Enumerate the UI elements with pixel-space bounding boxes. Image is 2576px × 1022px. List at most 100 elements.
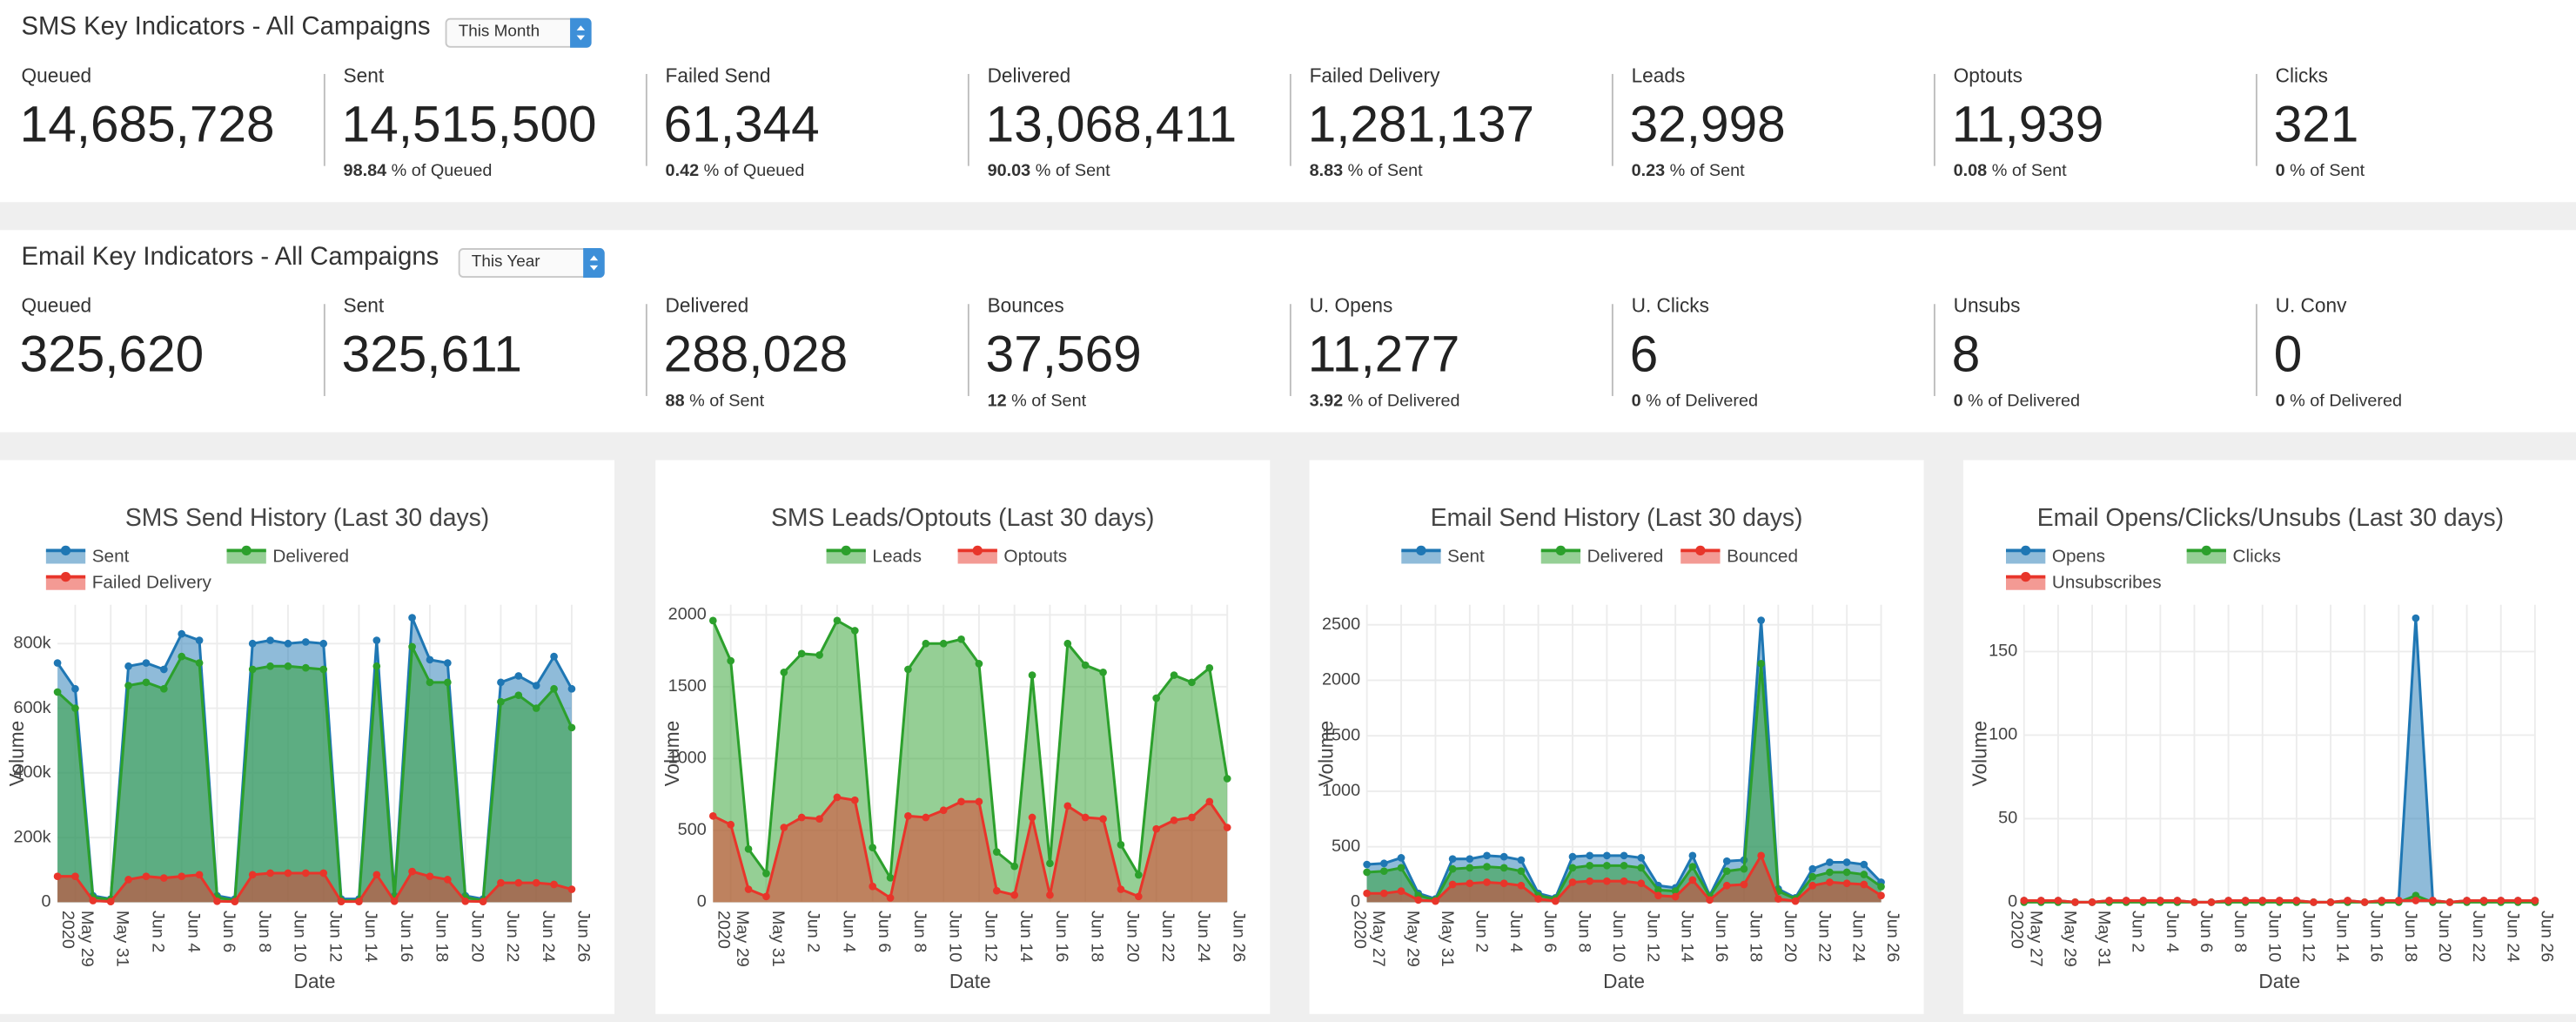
x-tick-label: Jun 6 (2197, 911, 2216, 952)
x-axis-title: Date (2258, 970, 2300, 992)
data-point (497, 697, 505, 706)
x-tick-text: Jun 4 (1506, 911, 1526, 952)
data-point (1740, 880, 1748, 889)
data-point (248, 871, 257, 879)
x-tick-label: Jun 2 (149, 911, 168, 952)
kpi-value: 61,344 (663, 95, 820, 153)
legend-marker (60, 545, 71, 556)
data-point (372, 662, 381, 670)
data-point (1637, 854, 1646, 862)
kpi-value: 11,939 (1951, 95, 2104, 153)
x-tick-text: Jun 18 (2401, 911, 2420, 963)
x-tick-text: Jun 12 (1643, 911, 1662, 963)
data-point (372, 871, 381, 879)
data-point (2156, 897, 2164, 904)
data-point (833, 793, 842, 802)
x-tick-text: Jun 2 (804, 911, 823, 952)
y-tick-label: 50 (1998, 809, 2017, 828)
data-point (1808, 881, 1817, 890)
kpi-rate-value: 0.08 (1953, 161, 1988, 181)
x-tick-label: Jun 6 (219, 911, 238, 952)
data-point (886, 894, 895, 902)
data-point (2258, 897, 2267, 904)
kpi-rate: 0.23 % of Sent (1632, 159, 1745, 182)
data-point (1483, 863, 1491, 871)
kpi-separator (323, 304, 325, 396)
data-point (1637, 879, 1646, 888)
kpi-separator (1289, 304, 1291, 396)
kpi-value: 0 (2273, 325, 2303, 383)
x-tick-label: Jun 16 (2367, 911, 2386, 963)
x-tick-text: Jun 16 (397, 911, 416, 963)
x-tick-label: May 31 (1438, 911, 1457, 967)
x-tick-label: May 31 (768, 911, 788, 967)
x-tick-label: Jun 8 (1575, 911, 1594, 952)
data-point (1722, 881, 1731, 890)
kpi-label: Leads (1631, 64, 1686, 88)
data-point (762, 870, 770, 877)
select-stepper (570, 17, 592, 48)
kpi-rate: 0 % of Delivered (1954, 389, 2080, 412)
kpi-rate: 0 % of Delivered (2276, 389, 2402, 412)
x-tick-label: Jun 6 (875, 911, 894, 952)
period-select[interactable]: This Year (458, 248, 605, 279)
kpi-value: 8 (1951, 325, 1981, 383)
y-tick-label: 0 (41, 892, 50, 911)
kpi-rate: 98.84 % of Queued (344, 159, 493, 182)
x-tick-label: Jun 22 (503, 911, 522, 963)
x-tick-text: Jun 18 (1088, 911, 1107, 963)
data-point (1397, 854, 1405, 862)
kpi-rate-basis: % of Delivered (1968, 391, 2081, 411)
kpi-label: Failed Delivery (1309, 64, 1440, 88)
x-tick-year: 2020 (714, 911, 733, 949)
x-tick-text: May 29 (1404, 911, 1423, 967)
x-tick-label: Jun 4 (1506, 911, 1526, 952)
legend-swatch (226, 550, 266, 564)
data-point (1152, 824, 1161, 833)
kpi-label: Clicks (2275, 64, 2329, 88)
x-tick-text: Jun 2 (2129, 911, 2148, 952)
data-point (550, 880, 558, 889)
data-point (2020, 897, 2029, 904)
kpi-rate: 0.08 % of Sent (1954, 159, 2067, 182)
x-tick-text: May 31 (113, 911, 132, 967)
data-point (1432, 897, 1439, 905)
data-point (1028, 813, 1036, 822)
legend-marker (1416, 545, 1426, 556)
period-label: This Year (471, 252, 540, 272)
kpi-label: Delivered (987, 64, 1071, 88)
x-tick-label: Jun 10 (2264, 911, 2284, 963)
x-tick-label: Jun 8 (910, 911, 929, 952)
x-tick-text: Jun 24 (1194, 911, 1213, 963)
data-point (2378, 897, 2386, 904)
data-point (1722, 857, 1731, 865)
data-point (957, 797, 965, 806)
period-select[interactable]: This Month (445, 17, 592, 48)
data-point (2292, 897, 2301, 904)
y-tick-label: 600k (14, 698, 51, 717)
legend-item: Delivered (1540, 545, 1663, 566)
x-tick-text: Jun 24 (2503, 911, 2522, 963)
x-tick-label: Jun 22 (2469, 911, 2488, 963)
data-point (426, 872, 434, 881)
data-point (319, 665, 328, 674)
data-point (71, 872, 79, 881)
data-point (53, 688, 62, 696)
kpi-label: Delivered (665, 293, 749, 318)
data-point (780, 668, 788, 676)
legend-item: Delivered (226, 545, 349, 566)
x-tick-label: Jun 4 (184, 911, 203, 952)
arrow-up (576, 25, 586, 30)
legend-label: Delivered (272, 546, 349, 566)
data-point (1654, 886, 1662, 894)
x-tick-label: May 272020 (2008, 911, 2046, 967)
kpi-rate-value: 0 (1631, 391, 1641, 411)
x-tick-label: Jun 18 (2401, 911, 2420, 963)
kpi-rate-basis: % of Sent (1011, 391, 1087, 411)
y-tick-label: 100 (1989, 725, 2017, 744)
x-tick-label: Jun 18 (433, 911, 452, 963)
legend-item: Clicks (2186, 545, 2281, 566)
x-tick-text: Jun 4 (839, 911, 858, 952)
x-tick-label: Jun 18 (1747, 911, 1766, 963)
